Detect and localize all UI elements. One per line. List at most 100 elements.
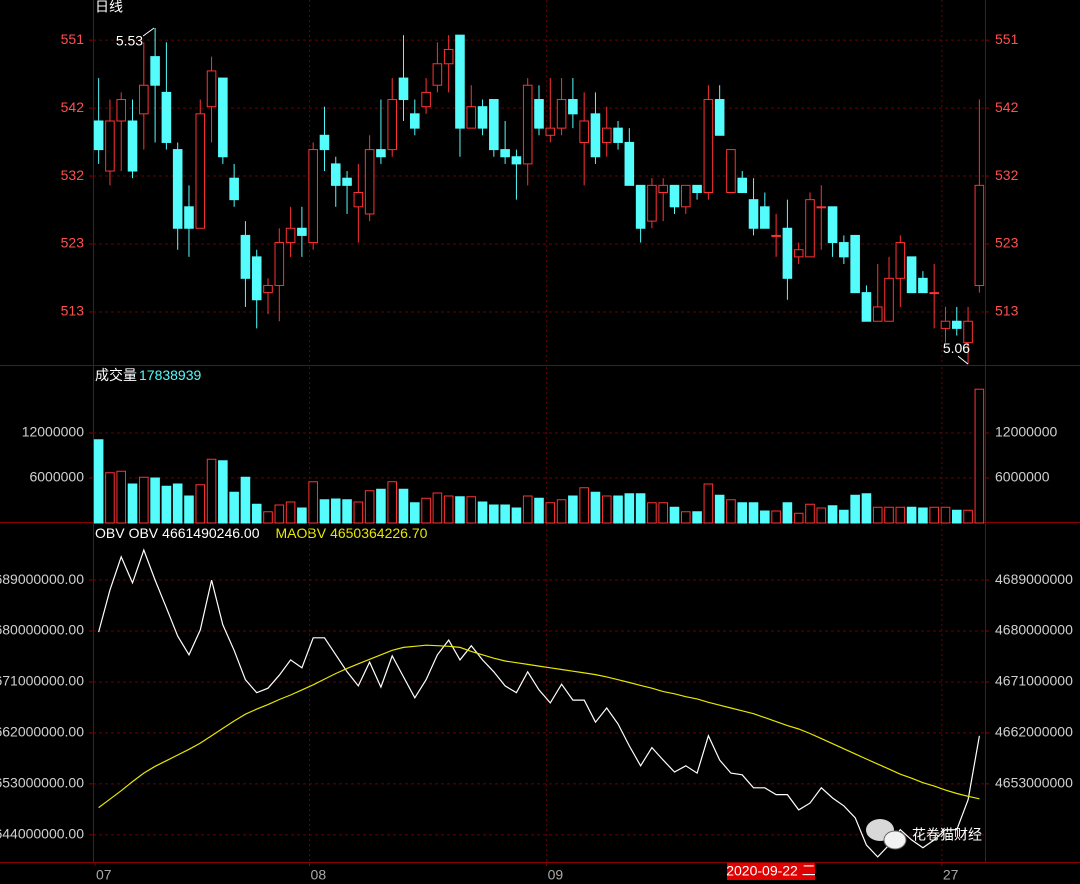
volume-bar	[398, 488, 409, 524]
y2-tick-label: 513	[995, 303, 1019, 319]
volume-current: 17838939	[139, 367, 202, 383]
y2-tick-label: 4653000000	[995, 775, 1073, 791]
volume-bar	[658, 502, 668, 524]
y-tick-label: 551	[61, 31, 85, 47]
volume-bar	[342, 499, 352, 524]
candle-body	[218, 77, 228, 158]
candle-body	[127, 120, 138, 172]
candle-body	[229, 177, 239, 201]
volume-bar	[872, 506, 883, 524]
volume-bar	[974, 388, 985, 524]
y2-tick-label: 4662000000	[995, 724, 1073, 740]
y-tick-label: 12000000	[22, 424, 85, 440]
y-tick-label: 4644000000.00	[0, 826, 84, 842]
candle-body	[590, 113, 601, 158]
volume-bar	[229, 491, 239, 524]
candle-body	[680, 184, 691, 208]
candle-body	[410, 113, 420, 129]
candle-body	[161, 91, 172, 143]
volume-bar	[793, 512, 804, 524]
volume-bar	[251, 503, 262, 524]
volume-bar	[319, 499, 330, 524]
candle-body	[974, 184, 985, 286]
series-line	[98, 644, 980, 809]
volume-bar	[455, 496, 465, 524]
y-tick-label: 4689000000.00	[0, 571, 84, 587]
candle-body	[308, 149, 318, 244]
candle-body	[658, 184, 668, 194]
candle-body	[297, 227, 307, 236]
candle-body	[477, 106, 488, 129]
candle-body	[714, 99, 725, 136]
candle-body	[240, 234, 251, 279]
candle-body	[748, 199, 759, 229]
candle-body	[556, 99, 567, 129]
y-tick-label: 513	[61, 303, 85, 319]
volume-bar	[466, 496, 477, 524]
y2-tick-label: 4689000000	[995, 571, 1073, 587]
volume-bar	[726, 499, 736, 524]
volume-bar	[387, 481, 398, 524]
volume-bar	[929, 506, 939, 524]
watermark: 花卷猫财经	[866, 819, 982, 850]
legend-value: 4650364226.70	[330, 525, 428, 541]
y-tick-label: 4653000000.00	[0, 775, 84, 791]
candle-body	[839, 242, 849, 258]
candle-body	[432, 63, 443, 86]
volume-bar	[150, 477, 160, 524]
candle-body	[443, 48, 454, 65]
candle-body	[263, 284, 273, 294]
volume-bar	[410, 502, 420, 524]
watermark-icon	[883, 830, 907, 850]
volume-bar	[918, 507, 928, 524]
candle-body	[906, 256, 917, 294]
candle-body	[624, 141, 635, 186]
y-tick-label: 523	[61, 235, 85, 251]
y-tick-label: 6000000	[29, 469, 84, 485]
volume-bar	[760, 510, 770, 524]
x-tick-label: 07	[96, 867, 112, 883]
volume-bar	[669, 506, 680, 524]
low-pointer	[957, 355, 969, 365]
candle-body	[500, 149, 510, 158]
y2-tick-label: 551	[995, 31, 1019, 47]
candle-body	[376, 149, 386, 158]
volume-bar	[364, 490, 375, 524]
volume-bar	[827, 505, 838, 524]
volume-bar	[330, 498, 341, 524]
candle-body	[421, 91, 431, 108]
volume-bar	[613, 495, 623, 524]
candle-body	[782, 227, 793, 279]
candle-body	[805, 199, 815, 258]
volume-bar	[139, 476, 149, 524]
volume-bar	[274, 504, 285, 524]
candle-body	[353, 192, 364, 208]
volume-header: 成交量 17838939	[95, 367, 202, 383]
volume-bar	[601, 495, 612, 524]
candle-body	[647, 184, 657, 222]
volume-bar	[127, 483, 138, 524]
x-tick-label: 09	[548, 867, 564, 883]
candle-body	[568, 99, 578, 115]
y-tick-label: 4671000000.00	[0, 673, 84, 689]
volume-bar	[647, 502, 657, 524]
volume-bar	[443, 495, 454, 524]
cursor-date-box	[727, 863, 815, 880]
candle-body	[918, 277, 928, 294]
candle-body	[613, 127, 623, 143]
candle-body	[466, 106, 477, 129]
volume-bar	[308, 481, 318, 524]
candle-body	[105, 120, 115, 172]
volume-bar	[771, 510, 781, 524]
volume-bar	[951, 509, 962, 524]
y2-tick-label: 532	[995, 167, 1019, 183]
candle-body	[951, 320, 962, 329]
volume-bar	[489, 504, 499, 524]
candle-body	[455, 34, 465, 129]
volume-bar	[534, 497, 544, 524]
candle-body	[330, 163, 341, 186]
y2-tick-label: 6000000	[995, 469, 1050, 485]
